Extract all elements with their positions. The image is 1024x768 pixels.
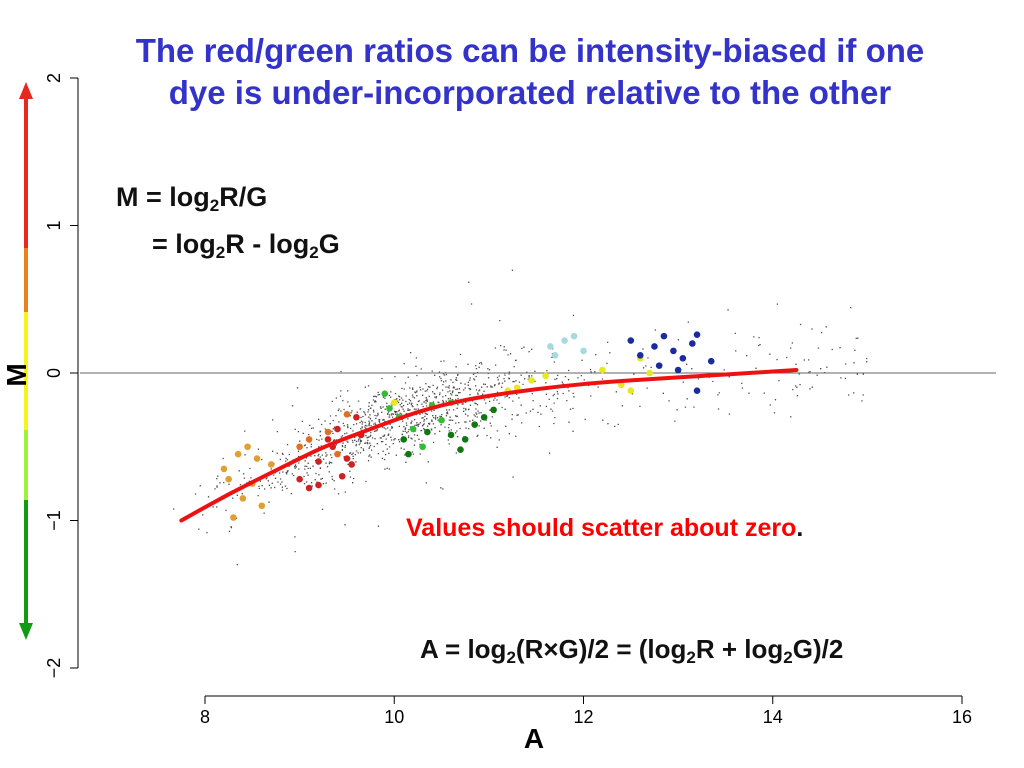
highlight-point-7-4: [670, 347, 677, 355]
a-formula: A = log2(R×G)/2 = (log2R + log2G)/2: [420, 634, 844, 667]
y-tick-label: 2: [44, 73, 64, 83]
highlight-point-2-4: [334, 450, 341, 458]
highlight-point-1-2: [315, 458, 322, 465]
highlight-point-7-8: [707, 357, 715, 365]
highlight-point-5-4: [599, 366, 606, 374]
highlight-point-2-2: [343, 411, 351, 418]
highlight-point-1-4: [334, 425, 341, 433]
highlight-point-1-7: [315, 481, 322, 489]
highlight-point-5-8: [646, 369, 654, 377]
highlight-point-7-7: [693, 331, 701, 338]
highlight-point-7-0: [627, 337, 635, 344]
highlight-point-1-3: [324, 436, 332, 443]
highlight-point-1-0: [296, 475, 303, 483]
highlight-point-7-6: [689, 340, 696, 347]
highlight-point-2-3: [296, 443, 303, 451]
slide-title-line-2: dye is under-incorporated relative to th…: [168, 74, 892, 111]
highlight-point-5-5: [618, 381, 625, 389]
up-arrow-icon: [19, 82, 33, 99]
x-tick-label: 10: [384, 707, 404, 727]
highlight-point-5-6: [627, 387, 635, 395]
highlight-point-5-3: [542, 372, 549, 380]
highlight-point-6-2: [570, 332, 578, 340]
y-tick-label: 1: [44, 220, 64, 230]
highlight-points: [220, 331, 715, 521]
highlight-point-7-10: [674, 366, 682, 374]
highlight-point-1-1: [305, 484, 313, 492]
highlight-point-1-9: [348, 461, 355, 468]
highlight-point-3-0: [381, 390, 389, 397]
highlight-point-4-5: [471, 421, 478, 428]
intensity-color-bar: [19, 82, 33, 640]
highlight-point-4-4: [461, 436, 469, 443]
y-axis-label: M: [1, 363, 32, 386]
scatter-annotation: Values should scatter about zero.: [406, 514, 804, 542]
highlight-point-7-3: [660, 332, 668, 340]
highlight-point-1-8: [338, 472, 346, 480]
highlight-point-4-0: [405, 450, 412, 458]
highlight-point-4-8: [400, 436, 408, 443]
highlight-point-4-6: [490, 406, 497, 414]
highlight-point-0-5: [258, 502, 266, 510]
highlight-point-5-2: [528, 377, 535, 384]
highlight-point-0-1: [234, 450, 242, 458]
highlight-point-7-5: [679, 354, 687, 362]
highlight-point-6-3: [580, 347, 587, 355]
highlight-point-5-1: [513, 384, 521, 392]
highlight-point-7-11: [655, 362, 663, 369]
highlight-point-3-2: [409, 425, 417, 433]
highlight-point-6-4: [551, 352, 559, 359]
x-axis-label: A: [524, 723, 544, 754]
slide-title: The red/green ratios can be intensity-bi…: [40, 30, 1020, 114]
x-tick-label: 8: [200, 707, 210, 727]
m-formula-line-2: = log2R - log2G: [152, 229, 340, 262]
highlight-point-1-5: [343, 455, 351, 462]
m-formula-line-1: M = log2R/G: [116, 182, 268, 215]
highlight-point-7-9: [693, 387, 701, 395]
x-tick-label: 16: [952, 707, 972, 727]
highlight-point-3-5: [438, 416, 445, 424]
x-axis: 8 10 12 14 16: [200, 695, 972, 727]
highlight-point-1-6: [353, 413, 360, 421]
highlight-point-7-2: [651, 343, 658, 350]
x-tick-label: 12: [573, 707, 593, 727]
highlight-point-7-1: [636, 352, 644, 359]
highlight-point-6-1: [561, 337, 568, 344]
highlight-point-4-1: [424, 428, 431, 436]
highlight-point-2-0: [305, 436, 313, 443]
highlight-point-0-8: [225, 475, 232, 483]
highlight-point-4-3: [457, 446, 464, 454]
y-tick-label: −1: [44, 510, 64, 531]
highlight-point-0-3: [230, 514, 237, 521]
highlight-point-0-0: [220, 465, 228, 473]
down-arrow-icon: [19, 623, 33, 640]
highlight-point-0-2: [239, 495, 247, 502]
highlight-point-2-1: [324, 428, 332, 436]
highlight-point-4-7: [480, 413, 488, 421]
highlight-point-4-2: [447, 431, 455, 439]
highlight-point-0-9: [253, 455, 261, 462]
y-tick-label: −2: [44, 658, 64, 679]
highlight-point-0-6: [267, 461, 275, 468]
y-tick-label: 0: [44, 368, 64, 378]
highlight-point-3-3: [419, 443, 426, 451]
highlight-point-5-0: [390, 399, 398, 406]
y-axis: −2 −1 0 1 2: [44, 73, 79, 679]
highlight-point-0-7: [244, 443, 251, 451]
highlight-point-6-0: [547, 343, 554, 350]
x-tick-label: 14: [763, 707, 783, 727]
highlight-point-3-7: [386, 405, 393, 412]
slide-title-line-1: The red/green ratios can be intensity-bi…: [135, 32, 925, 69]
m-formula: M = log2R/G = log2R - log2G: [116, 178, 340, 272]
loess-curve: [179, 368, 799, 523]
